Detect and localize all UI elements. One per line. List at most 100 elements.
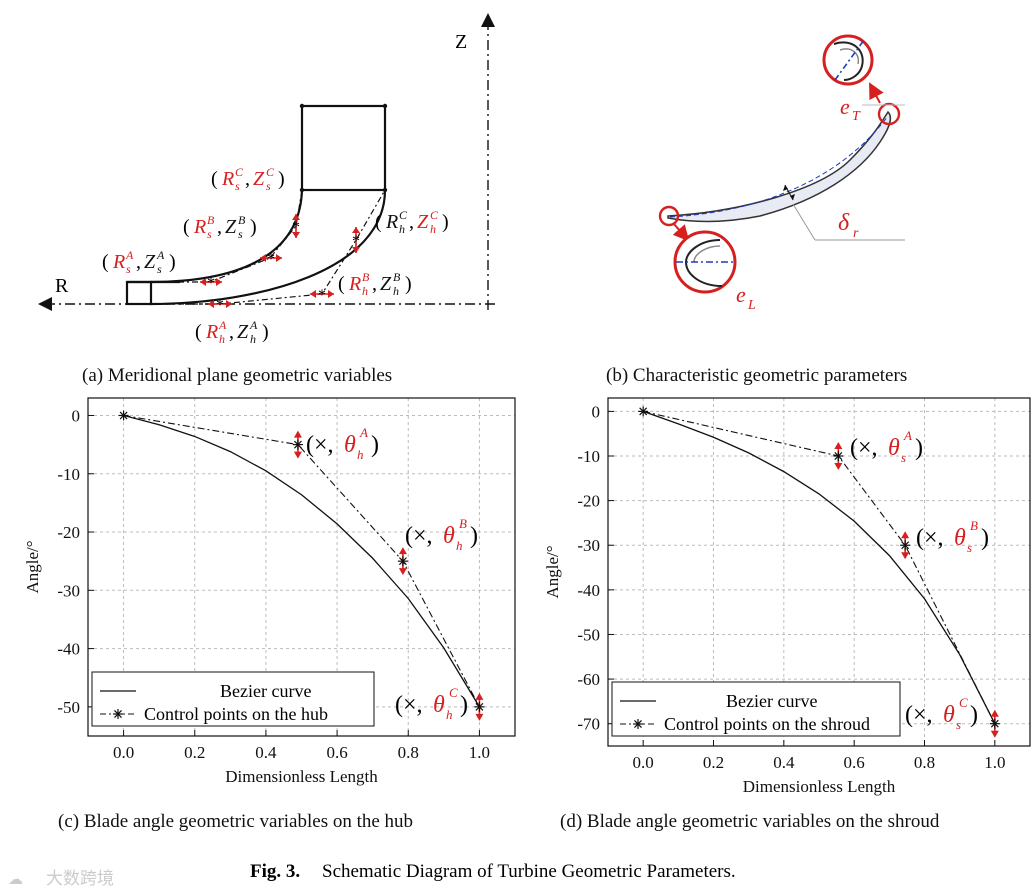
y-tick-label: -30 xyxy=(57,581,80,600)
shroud-annotation-a: (×, θ s A ) xyxy=(850,428,923,465)
svg-text:s: s xyxy=(266,179,271,193)
control-point-marker-stroke xyxy=(901,541,910,550)
series-bezier-line xyxy=(642,410,996,724)
y-tick-label: -70 xyxy=(577,715,600,734)
svg-text:): ) xyxy=(278,168,285,190)
control-point-marker-stroke xyxy=(119,411,128,420)
svg-text:A: A xyxy=(249,318,258,332)
leading-edge-marker xyxy=(658,205,680,227)
svg-text:δ: δ xyxy=(838,210,850,236)
svg-text:C: C xyxy=(430,208,439,222)
control-point-hub-c: * xyxy=(352,227,360,253)
svg-text:C: C xyxy=(959,695,968,710)
svg-text:,: , xyxy=(409,211,414,233)
control-point-shroud-c: * xyxy=(292,214,300,238)
x-tick-label: 0.0 xyxy=(113,743,134,762)
shroud-annotation-c: (×, θ s C ) xyxy=(905,695,978,732)
svg-text:(×,: (×, xyxy=(850,435,878,461)
hub-annotation-c: (×, θ h C ) xyxy=(395,685,468,722)
svg-text:R: R xyxy=(112,251,125,273)
svg-text:): ) xyxy=(915,435,923,461)
control-point-marker xyxy=(292,439,303,450)
svg-text:*: * xyxy=(292,219,300,236)
panel-b-characteristic: e T δ r e L (b) Characteristic geometric… xyxy=(606,34,907,386)
svg-text:s: s xyxy=(207,227,212,241)
control-point-marker xyxy=(833,451,844,461)
control-point-marker-stroke xyxy=(398,557,407,566)
svg-text:s: s xyxy=(238,227,243,241)
svg-text:θ: θ xyxy=(888,435,900,461)
svg-text:s: s xyxy=(235,179,240,193)
svg-text:C: C xyxy=(266,165,275,179)
x-tick-label: 0.4 xyxy=(255,743,277,762)
svg-text:R: R xyxy=(385,211,398,233)
svg-text:): ) xyxy=(460,692,468,718)
svg-text:C: C xyxy=(449,685,458,700)
svg-text:): ) xyxy=(970,702,978,728)
svg-text:r: r xyxy=(853,226,859,241)
hub-curve xyxy=(149,189,387,306)
y-tick-label: -60 xyxy=(577,670,600,689)
svg-text:C: C xyxy=(399,208,408,222)
leading-edge-zoom xyxy=(673,230,737,294)
control-point-arrow-heads xyxy=(398,547,407,576)
svg-text:R: R xyxy=(193,216,206,238)
y-tick-label: -30 xyxy=(577,536,600,555)
legend-box xyxy=(611,681,901,737)
svg-text:h: h xyxy=(250,332,256,346)
control-point-shroud-b: * xyxy=(260,251,282,268)
svg-text:B: B xyxy=(207,213,215,227)
svg-text:(×,: (×, xyxy=(306,432,334,458)
x-tick-label: 0.8 xyxy=(398,743,419,762)
blade-profile xyxy=(667,110,892,223)
watermark-text: 大数跨境 xyxy=(46,869,114,888)
svg-text:*: * xyxy=(318,287,326,304)
trailing-edge-zoom xyxy=(822,34,874,86)
x-tick-label: 0.4 xyxy=(773,753,795,772)
svg-text:*: * xyxy=(216,297,224,314)
svg-text:,: , xyxy=(245,168,250,190)
svg-text:(: ( xyxy=(183,216,190,238)
svg-text:(: ( xyxy=(375,211,382,233)
svg-text:h: h xyxy=(456,538,463,553)
axis-z-label: Z xyxy=(455,31,467,53)
series-control-line xyxy=(643,410,996,724)
svg-text:A: A xyxy=(156,248,165,262)
control-point-marker xyxy=(638,406,649,417)
outlet-box xyxy=(300,104,387,192)
svg-text:e: e xyxy=(736,282,746,307)
svg-text:,: , xyxy=(372,273,377,295)
svg-text:A: A xyxy=(359,425,368,440)
svg-text:(: ( xyxy=(195,321,202,343)
y-tick-label: -40 xyxy=(577,581,600,600)
control-point-arrow-heads xyxy=(834,442,843,470)
svg-text:(: ( xyxy=(338,273,345,295)
y-tick-label: -10 xyxy=(57,465,80,484)
svg-text:,: , xyxy=(136,251,141,273)
y-tick-label: -50 xyxy=(577,625,600,644)
y-tick-label: -40 xyxy=(57,640,80,659)
control-point-arrow-heads xyxy=(901,531,910,560)
svg-text:): ) xyxy=(405,273,412,295)
svg-text:Z: Z xyxy=(253,168,265,190)
svg-text:): ) xyxy=(169,251,176,273)
svg-text:A: A xyxy=(125,248,134,262)
svg-text:R: R xyxy=(221,168,234,190)
svg-text:(×,: (×, xyxy=(905,702,933,728)
y-tick-label: 0 xyxy=(592,402,601,421)
svg-text:(: ( xyxy=(211,168,218,190)
svg-text:h: h xyxy=(446,707,453,722)
svg-text:θ: θ xyxy=(954,525,966,551)
control-point-hub-b: * xyxy=(310,287,334,304)
svg-text:): ) xyxy=(262,321,269,343)
svg-text:C: C xyxy=(235,165,244,179)
watermark: ☁ 大数跨境 xyxy=(8,869,114,888)
control-point-marker xyxy=(397,556,408,567)
legend-control-marker-stroke xyxy=(114,710,122,718)
panel-a-caption: (a) Meridional plane geometric variables xyxy=(82,365,392,386)
svg-text:T: T xyxy=(852,109,861,124)
legend-control-label: Control points on the hub xyxy=(144,704,328,724)
x-tick-label: 0.2 xyxy=(184,743,205,762)
panel-c-hub-chart: 0.0 0.2 0.4 0.6 0.8 1.0 0 -10 -20 -30 -40 -50 Dimens… xyxy=(23,397,516,832)
control-point-marker-stroke xyxy=(834,452,843,460)
